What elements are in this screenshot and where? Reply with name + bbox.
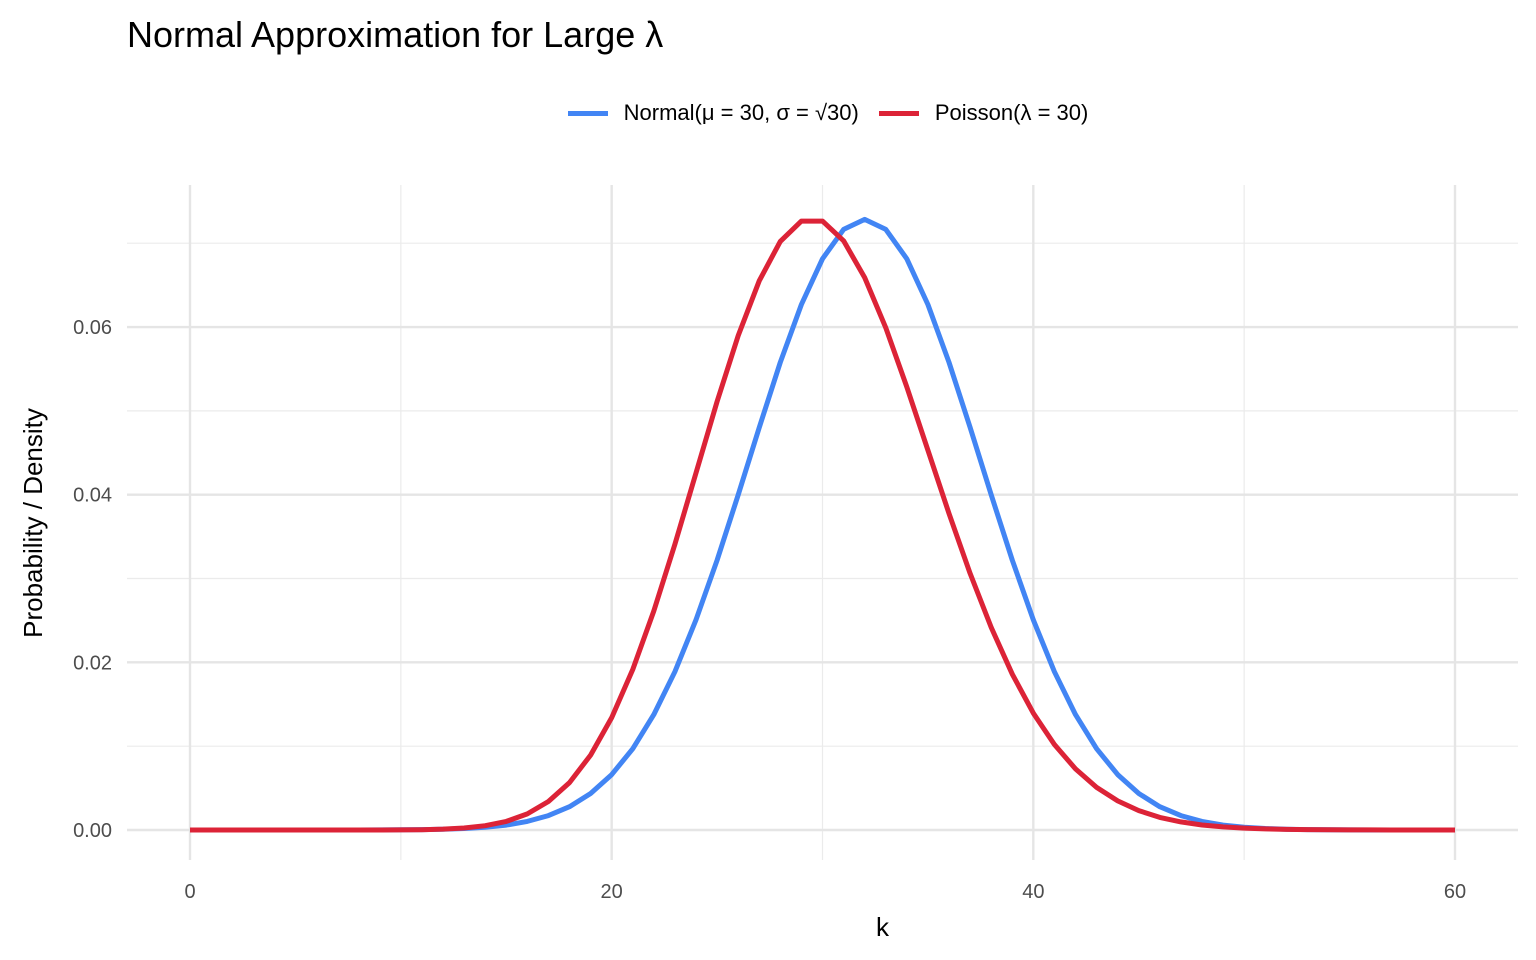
- y-tick-label: 0.00: [73, 820, 112, 842]
- x-tick-label: 0: [184, 881, 195, 903]
- legend-item-poisson: Poisson(λ = 30): [878, 100, 1089, 126]
- x-tick-label: 20: [601, 881, 623, 903]
- y-tick-label: 0.06: [73, 317, 112, 339]
- x-tick-label: 60: [1444, 881, 1466, 903]
- y-tick-label: 0.04: [73, 485, 112, 507]
- legend-key-normal: [567, 110, 608, 116]
- legend: Normal(μ = 30, σ = √30) Poisson(λ = 30): [0, 100, 1536, 126]
- legend-label-poisson: Poisson(λ = 30): [934, 100, 1089, 125]
- x-tick-label: 40: [1022, 881, 1044, 903]
- legend-label-normal: Normal(μ = 30, σ = √30): [623, 100, 859, 125]
- legend-item-normal: Normal(μ = 30, σ = √30): [567, 100, 859, 126]
- chart-title: Normal Approximation for Large λ: [127, 14, 664, 55]
- x-axis-label: k: [876, 912, 890, 942]
- y-tick-label: 0.02: [73, 652, 112, 674]
- legend-key-poisson: [878, 110, 919, 116]
- y-axis-label: Probability / Density: [18, 408, 48, 638]
- series-line-poisson: [190, 218, 1455, 833]
